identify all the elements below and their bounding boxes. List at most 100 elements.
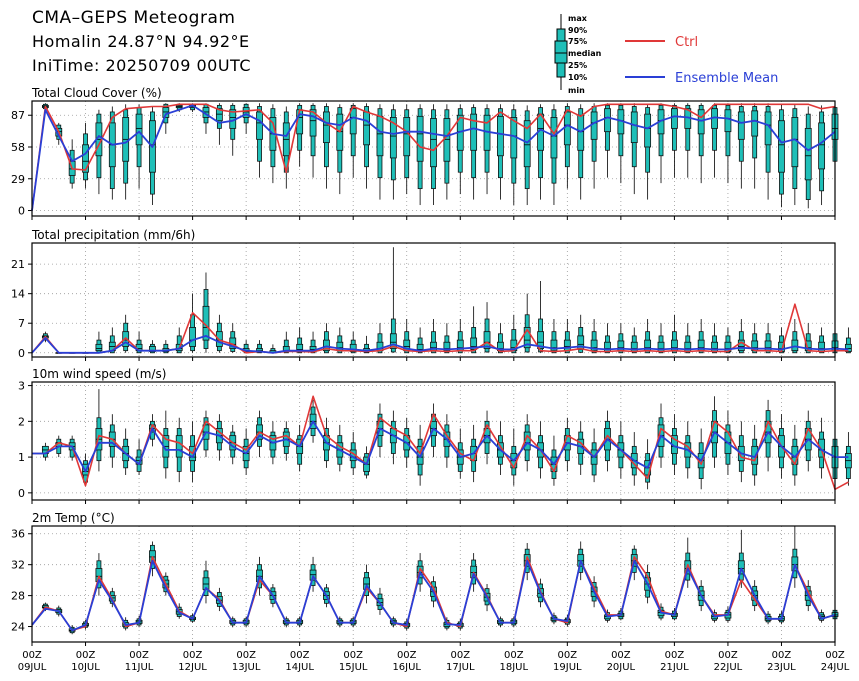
box-inner xyxy=(844,343,852,352)
x-tick-label-time: 00Z xyxy=(183,650,203,661)
box-plot xyxy=(497,104,504,200)
box-plot xyxy=(403,104,411,195)
panel-title: 2m Temp (°C) xyxy=(32,511,115,525)
box-plot xyxy=(711,103,718,178)
ctrl-line xyxy=(31,103,836,211)
box-inner xyxy=(95,343,103,352)
box-inner xyxy=(349,343,357,352)
box-plot xyxy=(844,432,852,486)
box-inner xyxy=(309,109,317,137)
box-plot xyxy=(389,104,397,200)
box-plot xyxy=(550,104,558,206)
x-tick-label-time: 00Z xyxy=(397,650,417,661)
panel-frame xyxy=(31,100,836,217)
panel-2: Total precipitation (mm/6h) 0 7 14 21 xyxy=(11,228,852,361)
box-plot xyxy=(296,424,304,472)
x-tick-label-date: 16JUL xyxy=(392,662,421,673)
box-inner xyxy=(242,107,250,118)
box-inner xyxy=(804,127,812,181)
box-plot xyxy=(483,104,491,195)
box-inner xyxy=(363,111,370,146)
y-tick-label: 21 xyxy=(11,258,25,271)
box-plot xyxy=(523,105,531,206)
box-plot xyxy=(282,331,290,354)
x-tick-label-time: 00Z xyxy=(718,650,738,661)
box-plot xyxy=(791,319,799,354)
y-tick-label: 0 xyxy=(18,487,25,500)
box-inner xyxy=(671,108,678,129)
x-tick-label-time: 00Z xyxy=(772,650,792,661)
panel-title: 10m wind speed (m/s) xyxy=(32,367,166,381)
box-plot xyxy=(470,306,478,354)
box-plot xyxy=(684,537,692,588)
box-plot xyxy=(202,560,210,604)
box-inner xyxy=(697,109,705,135)
box-inner xyxy=(737,560,745,575)
box-inner xyxy=(443,118,451,162)
y-tick-label: 0 xyxy=(18,347,25,360)
box-plot xyxy=(95,331,103,354)
x-tick-label-date: 18JUL xyxy=(500,662,529,673)
box-plot xyxy=(82,122,89,189)
ensemble-mean-line xyxy=(31,559,836,632)
location-label: Homalin 24.87°N 94.92°E xyxy=(32,32,250,51)
box-plot xyxy=(189,293,197,353)
x-tick-label-time: 00Z xyxy=(450,650,470,661)
y-tick-label: 0 xyxy=(18,205,25,218)
panel-title: Total precipitation (mm/6h) xyxy=(31,228,195,242)
box-plot xyxy=(95,389,103,472)
box-inner xyxy=(349,108,357,135)
box-inner xyxy=(737,339,745,352)
box-plot xyxy=(791,104,799,206)
box-inner xyxy=(416,115,424,162)
box-inner xyxy=(497,115,504,157)
box-plot xyxy=(657,323,665,354)
box-plot xyxy=(590,319,598,354)
x-axis-labels: 00Z09JUL00Z10JUL00Z11JUL00Z12JUL00Z13JUL… xyxy=(18,650,850,673)
panel-title: Total Cloud Cover (%) xyxy=(31,86,162,100)
x-tick-label-date: 23JUL xyxy=(767,662,796,673)
x-tick-label-time: 00Z xyxy=(558,650,578,661)
box-plot xyxy=(336,104,344,195)
x-tick-label-date: 15JUL xyxy=(339,662,368,673)
box-plot xyxy=(604,103,611,178)
y-tick-label: 3 xyxy=(18,380,25,393)
box-plot xyxy=(282,106,290,189)
panel-frame xyxy=(31,381,836,501)
ctrl-line xyxy=(32,395,849,491)
box-plot xyxy=(416,327,424,354)
box-plot xyxy=(483,302,491,353)
y-tick-label: 1 xyxy=(18,451,25,464)
box-inner xyxy=(470,337,478,350)
box-plot xyxy=(95,109,103,195)
box-plot xyxy=(563,103,571,189)
box-inner xyxy=(590,339,598,352)
box-inner xyxy=(256,111,263,140)
y-tick-label: 58 xyxy=(11,141,25,154)
y-tick-label: 29 xyxy=(11,173,25,186)
box-plot xyxy=(229,323,237,353)
box-plot xyxy=(403,319,411,354)
y-tick-label: 32 xyxy=(11,559,25,572)
box-plot xyxy=(363,103,370,189)
legend-ctrl-label: Ctrl xyxy=(675,35,698,50)
box-plot xyxy=(644,104,652,200)
meteogram-title: CMA–GEPS Meteogram xyxy=(32,8,236,28)
box-inner xyxy=(443,341,451,352)
box-plot xyxy=(269,344,277,354)
x-tick-label-time: 00Z xyxy=(290,650,310,661)
box-plot xyxy=(563,319,571,354)
legend-box-label: 25% xyxy=(568,61,587,70)
panel-3: 10m wind speed (m/s) 0 1 2 3 xyxy=(18,367,852,504)
x-tick-label-date: 09JUL xyxy=(18,662,47,673)
box-plot xyxy=(149,106,156,206)
box-plot xyxy=(671,103,678,178)
panel-frame xyxy=(31,242,836,358)
x-tick-label-date: 24JUL xyxy=(821,662,850,673)
x-tick-label-time: 00Z xyxy=(504,650,524,661)
x-tick-label-time: 00Z xyxy=(825,650,845,661)
box-plot xyxy=(363,564,370,604)
box-plot xyxy=(764,103,772,200)
ensemble-mean-line xyxy=(31,334,849,354)
box-inner xyxy=(604,108,611,133)
